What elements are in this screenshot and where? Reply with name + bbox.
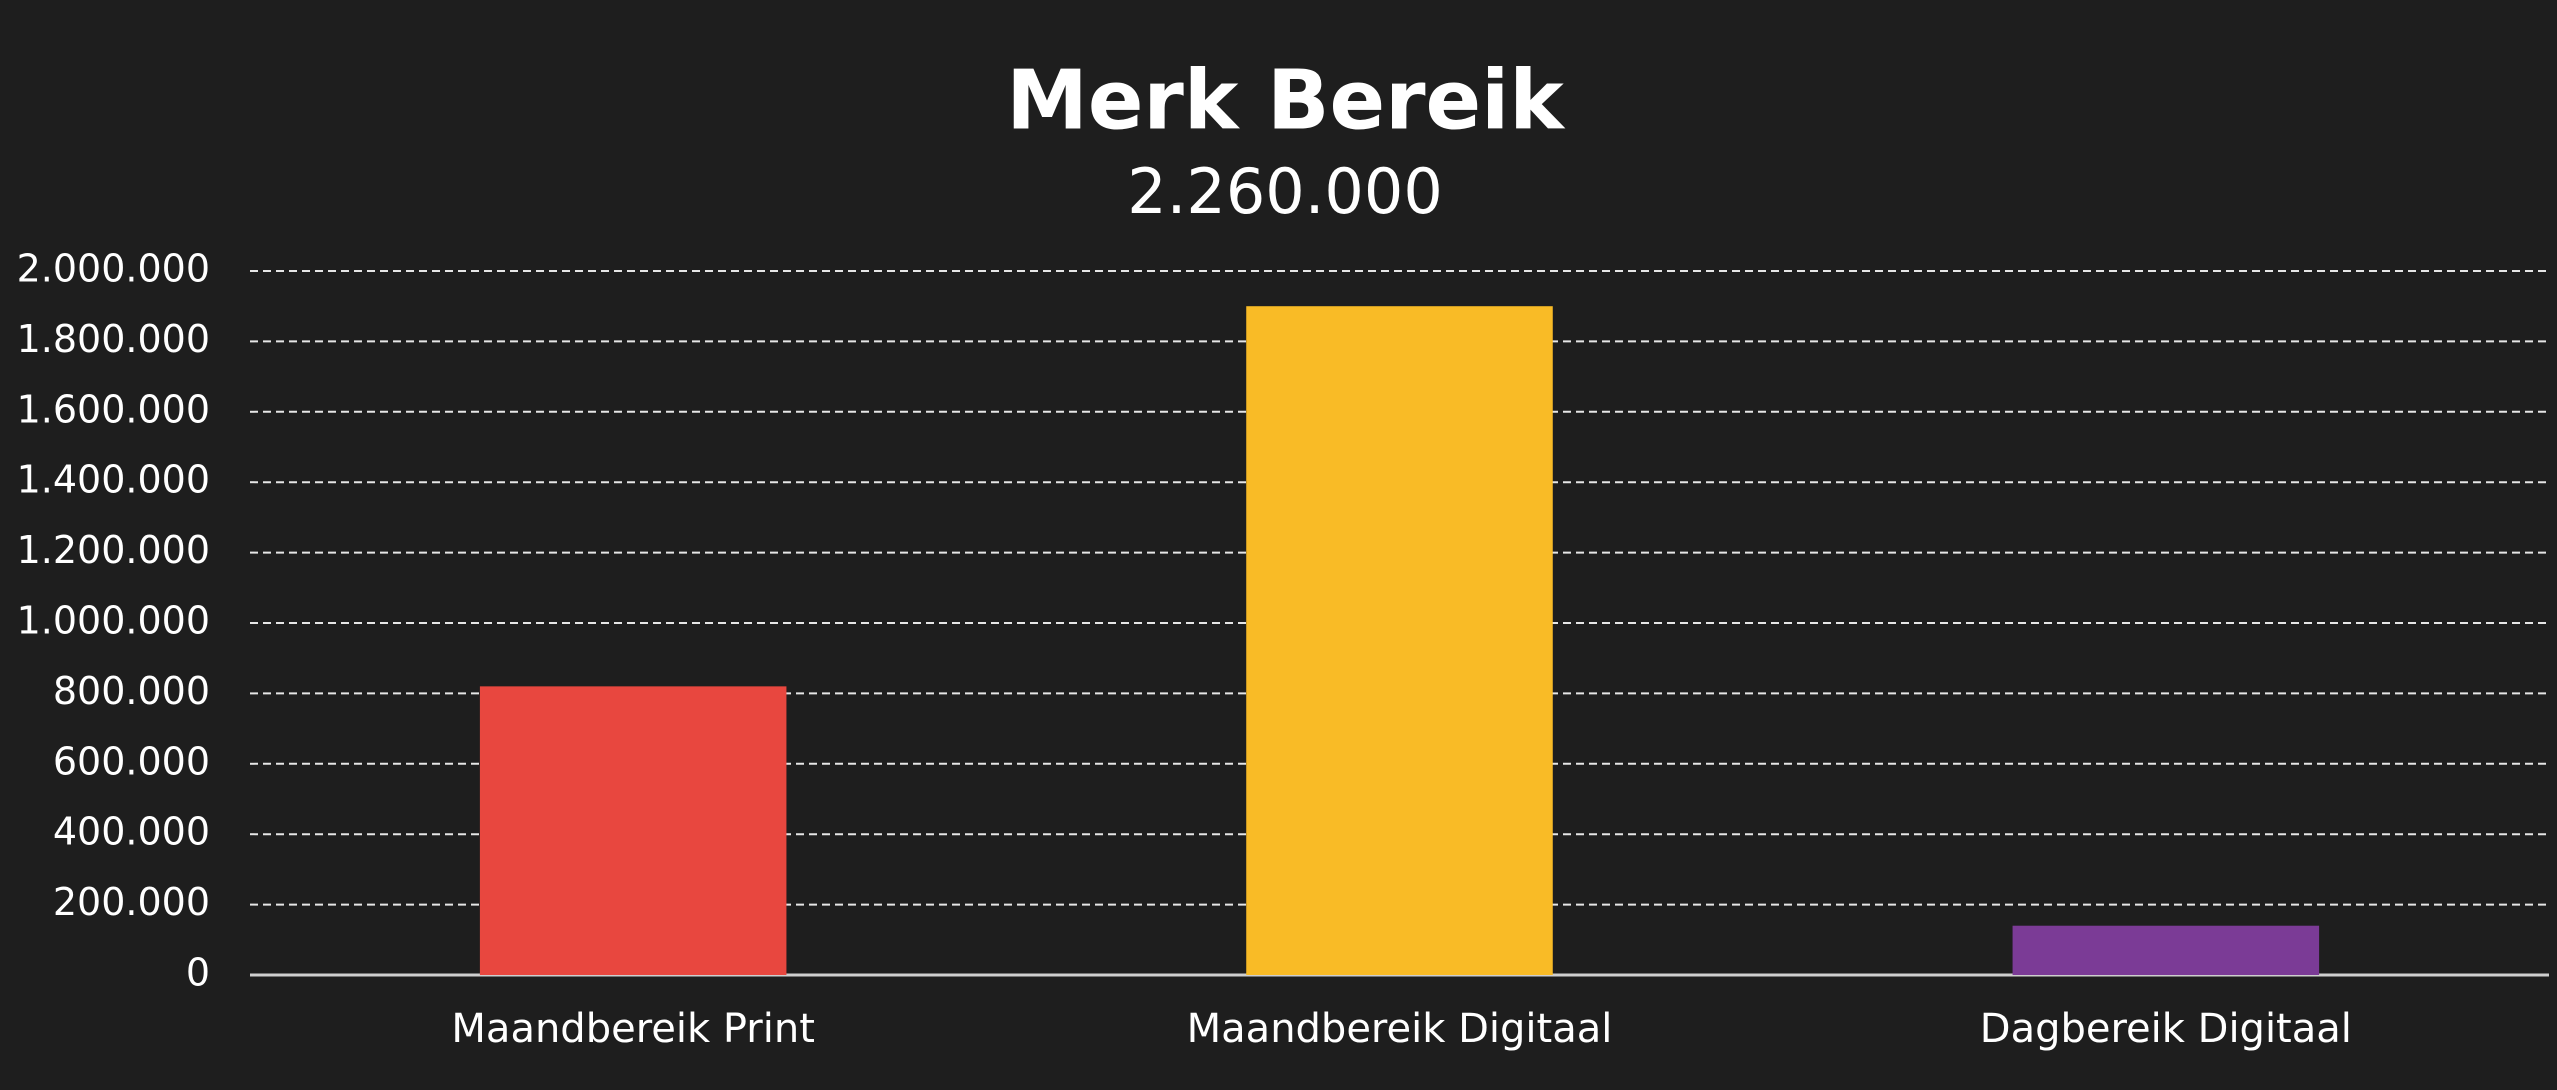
y-tick-label: 200.000 bbox=[53, 880, 210, 924]
chart-title: Merk Bereik bbox=[1006, 53, 1566, 148]
y-tick-label: 0 bbox=[186, 951, 210, 995]
y-tick-label: 1.400.000 bbox=[17, 458, 210, 502]
y-tick-label: 1.200.000 bbox=[17, 528, 210, 572]
x-tick-label: Dagbereik Digitaal bbox=[1980, 1006, 2352, 1052]
chart-subtitle: 2.260.000 bbox=[1127, 155, 1443, 228]
x-tick-label: Maandbereik Digitaal bbox=[1187, 1006, 1613, 1052]
bar bbox=[1246, 306, 1553, 975]
y-tick-label: 1.800.000 bbox=[17, 317, 210, 361]
bar bbox=[2012, 925, 2320, 975]
x-tick-label: Maandbereik Print bbox=[451, 1006, 814, 1052]
y-tick-label: 600.000 bbox=[53, 739, 210, 783]
y-tick-label: 2.000.000 bbox=[17, 247, 210, 291]
bar bbox=[479, 686, 787, 975]
y-tick-label: 1.000.000 bbox=[17, 599, 210, 643]
y-tick-label: 1.600.000 bbox=[17, 387, 210, 431]
y-tick-label: 400.000 bbox=[53, 810, 210, 854]
y-tick-label: 800.000 bbox=[53, 669, 210, 713]
